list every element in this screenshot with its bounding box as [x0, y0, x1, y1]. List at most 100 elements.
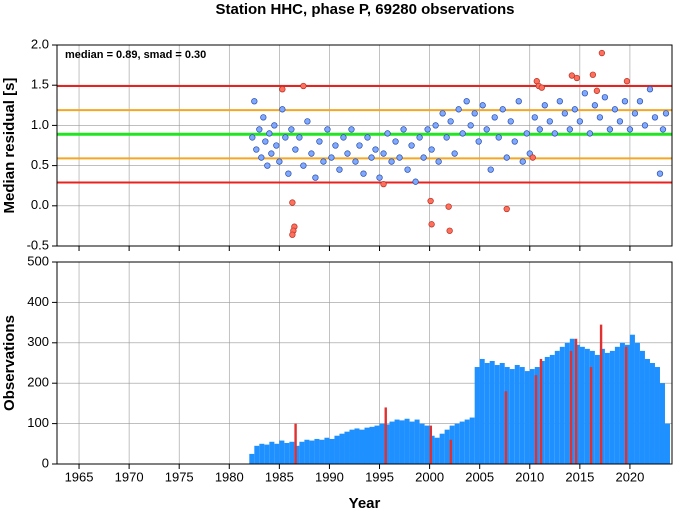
- bar: [339, 433, 345, 464]
- bar: [274, 443, 280, 464]
- data-point: [308, 150, 315, 157]
- bar: [424, 425, 430, 464]
- x-axis-label: Year: [349, 495, 381, 511]
- data-point: [412, 178, 419, 185]
- bar: [404, 418, 410, 464]
- data-point: [593, 87, 601, 94]
- data-point: [662, 110, 670, 117]
- data-point: [439, 110, 446, 117]
- data-point: [503, 205, 510, 213]
- data-point: [515, 98, 522, 105]
- data-point: [616, 118, 624, 125]
- bar: [344, 431, 350, 464]
- data-point: [495, 134, 502, 141]
- data-point: [266, 130, 273, 137]
- data-point: [380, 150, 387, 157]
- data-point: [443, 134, 450, 141]
- data-point: [276, 158, 283, 165]
- data-point: [621, 98, 629, 105]
- y-tick-label: 1.0: [31, 117, 49, 132]
- data-point: [538, 84, 545, 91]
- bar: [384, 424, 390, 464]
- bar: [479, 358, 485, 464]
- data-point: [568, 72, 575, 79]
- bar: [409, 421, 415, 464]
- annotation: median = 0.89, smad = 0.30: [65, 49, 206, 61]
- data-point: [487, 166, 494, 173]
- data-point: [573, 74, 580, 82]
- bar: [589, 350, 595, 464]
- data-point: [273, 142, 280, 149]
- data-point: [446, 227, 453, 234]
- bar: [654, 367, 660, 464]
- bar: [269, 441, 275, 464]
- data-point: [336, 166, 343, 173]
- data-point: [546, 118, 553, 125]
- bar: [379, 423, 385, 464]
- data-point: [372, 146, 379, 153]
- bar: [449, 439, 453, 464]
- bar: [569, 338, 575, 464]
- data-point: [282, 134, 289, 141]
- data-point: [300, 162, 307, 169]
- bar: [539, 360, 545, 464]
- data-point: [576, 118, 584, 125]
- bar: [614, 346, 620, 464]
- data-point: [424, 126, 431, 133]
- data-point: [529, 154, 536, 161]
- x-tick-label: 1975: [165, 469, 194, 484]
- bar: [599, 348, 605, 464]
- y-tick-label: 300: [27, 334, 49, 349]
- bar: [264, 444, 270, 464]
- data-point: [601, 94, 609, 101]
- bar: [399, 420, 405, 464]
- bar: [249, 453, 255, 464]
- data-point: [344, 150, 351, 157]
- data-point: [561, 110, 568, 117]
- data-point: [388, 158, 395, 165]
- y-tick-label: 2.0: [31, 36, 49, 51]
- data-point: [651, 114, 659, 121]
- data-point: [503, 154, 510, 161]
- x-tick-label: 2005: [465, 469, 494, 484]
- data-point: [566, 126, 573, 133]
- data-point: [249, 134, 256, 141]
- bar: [579, 346, 585, 464]
- plot-frame: [56, 261, 673, 465]
- bar: [499, 363, 505, 464]
- bar: [659, 383, 665, 464]
- bar: [434, 437, 440, 464]
- bar: [524, 371, 530, 464]
- data-point: [258, 154, 265, 161]
- data-point: [356, 142, 363, 149]
- data-point: [312, 174, 319, 181]
- bar: [459, 421, 465, 464]
- bar: [364, 427, 370, 464]
- data-point: [408, 142, 415, 149]
- y-tick-label: 0: [42, 455, 49, 470]
- bar: [374, 425, 380, 464]
- y-tick-label: 1.5: [31, 77, 49, 92]
- bar: [279, 440, 285, 464]
- data-point: [586, 130, 594, 137]
- data-point: [589, 71, 597, 78]
- data-point: [427, 197, 434, 205]
- data-point: [571, 106, 578, 113]
- bar: [389, 421, 395, 464]
- data-point: [483, 126, 490, 133]
- data-point: [641, 122, 649, 129]
- data-point: [262, 138, 269, 145]
- data-point: [531, 114, 538, 121]
- bar: [539, 358, 543, 464]
- data-point: [260, 114, 267, 121]
- data-point: [400, 126, 407, 133]
- bar: [474, 367, 480, 464]
- data-point: [289, 231, 296, 238]
- y-tick-label: 0.0: [31, 197, 49, 212]
- x-tick-label: 1990: [315, 469, 344, 484]
- bar: [429, 435, 435, 464]
- data-point: [459, 130, 466, 137]
- bar: [489, 360, 495, 464]
- bar: [324, 437, 330, 464]
- bar: [319, 439, 325, 464]
